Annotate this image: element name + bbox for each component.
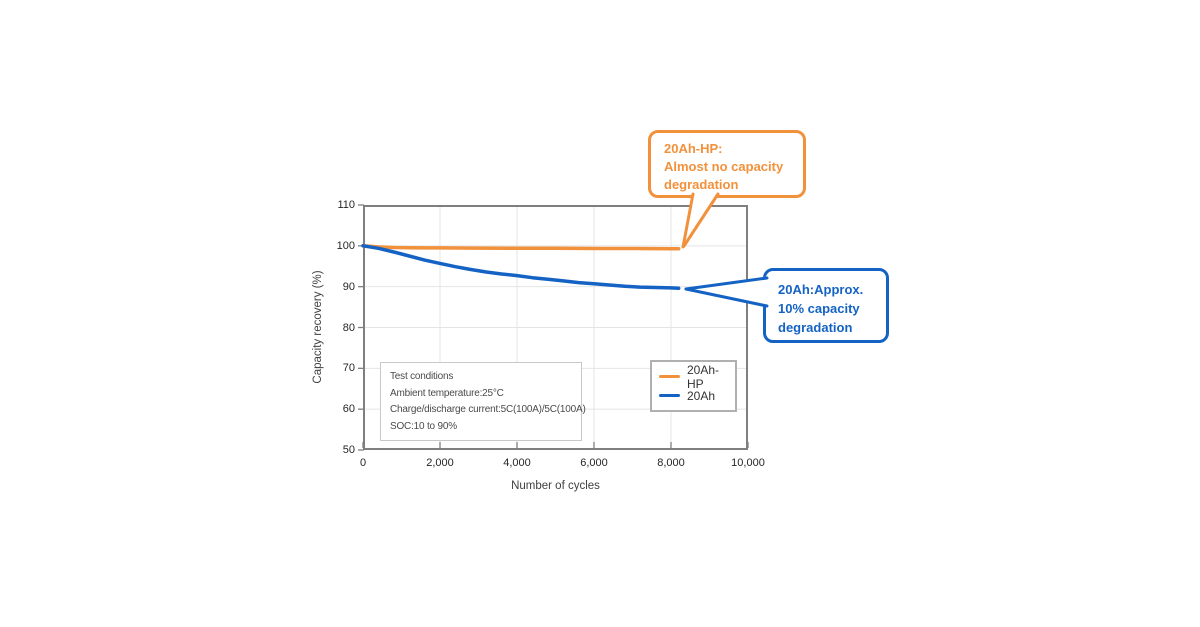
test-conditions-title: Test conditions: [390, 371, 454, 382]
std-callout-bubble: 20Ah:Approx. 10% capacity degradation: [763, 268, 889, 343]
std-callout-tail-fill: [686, 276, 770, 308]
std-callout-tail-edge: [684, 276, 769, 291]
hp-callout-line-2: Almost no capacity: [664, 159, 784, 174]
chart-plot-area: [358, 204, 749, 451]
std-callout-line-3: degradation: [778, 320, 853, 335]
x-tick-label: 0: [359, 457, 367, 469]
legend-item-20ah: 20Ah: [659, 386, 728, 405]
hp-callout-tail: [681, 191, 720, 249]
x-tick-label: 6,000: [580, 457, 608, 469]
legend-label-20ah-hp: 20Ah-HP: [687, 362, 720, 391]
x-tick-label: 10,000: [731, 457, 765, 469]
hp-callout-tail-edge: [681, 192, 695, 249]
std-callout-tail: [684, 276, 770, 308]
hp-callout-tail-edge: [682, 192, 720, 248]
hp-callout-bubble: 20Ah-HP: Almost no capacity degradation: [648, 130, 806, 198]
legend: 20Ah-HP 20Ah: [650, 360, 737, 412]
hp-callout-line-1: 20Ah-HP:: [664, 141, 723, 156]
std-callout-line-1: 20Ah:Approx.: [778, 282, 864, 297]
legend-swatch-20ah-hp: [659, 375, 680, 378]
x-tick-label: 2,000: [426, 457, 454, 469]
std-callout-line-2: 10% capacity: [778, 301, 860, 316]
x-tick-label: 4,000: [503, 457, 531, 469]
legend-item-20ah-hp: 20Ah-HP: [659, 363, 728, 391]
test-conditions-line-soc: SOC:10 to 90%: [390, 420, 457, 432]
legend-label-20ah: 20Ah: [687, 388, 716, 403]
hp-callout-line-3: degradation: [664, 177, 739, 192]
y-tick-label: 100: [336, 239, 355, 252]
y-tick-label: 60: [342, 403, 355, 416]
legend-swatch-20ah: [659, 394, 680, 397]
test-conditions-line-temperature: Ambient temperature:25°C: [390, 387, 504, 399]
std-callout-tail-edge: [684, 287, 769, 308]
test-conditions-line-current: Charge/discharge current:5C(100A)/5C(100…: [390, 404, 586, 415]
x-axis-title: Number of cycles: [511, 480, 600, 492]
y-axis-title: Capacity recovery (%): [312, 270, 324, 384]
test-conditions-box: Test conditions Ambient temperature:25°C…: [380, 362, 586, 441]
y-tick-label: 110: [337, 199, 355, 211]
y-tick-label: 50: [342, 444, 355, 456]
x-tick-label: 8,000: [657, 457, 685, 469]
